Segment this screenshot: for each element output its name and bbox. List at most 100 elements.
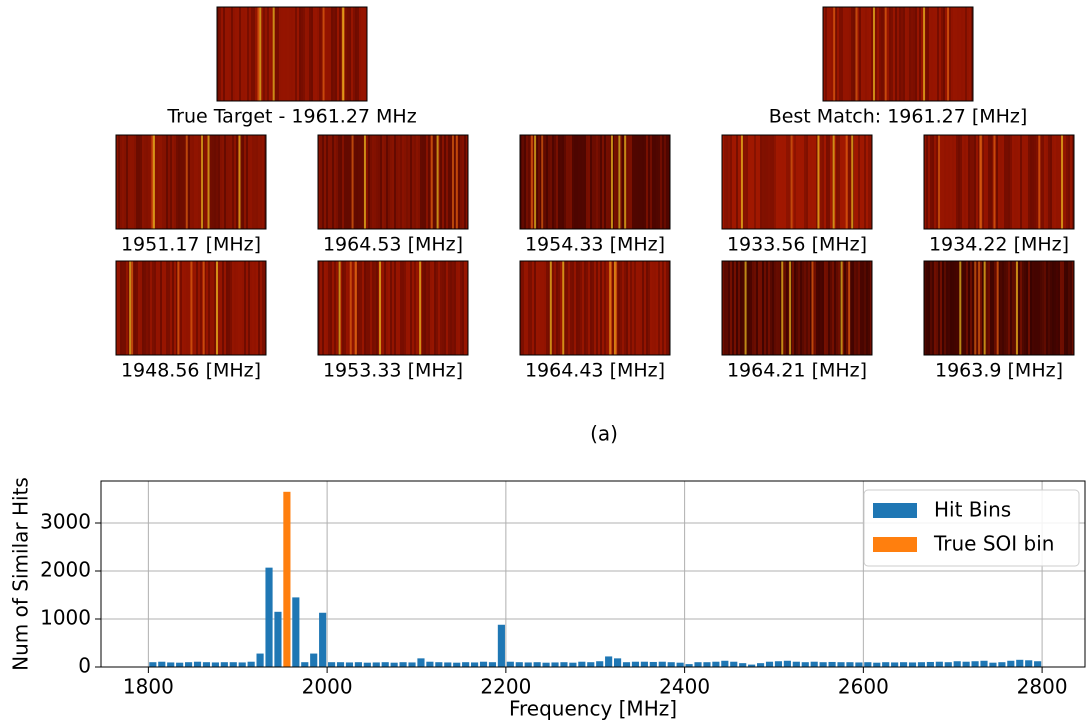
spectrogram-stripe xyxy=(754,261,756,355)
spectrogram-stripe xyxy=(532,261,534,355)
spectrogram-stripe xyxy=(192,135,194,229)
spectrogram-stripe xyxy=(524,261,526,355)
spectrogram-stripe xyxy=(408,261,410,355)
spectrogram-stripe xyxy=(602,261,604,355)
spectrogram-stripe xyxy=(410,261,412,355)
spectrogram-stripe xyxy=(1038,261,1040,355)
spectrogram-stripe xyxy=(666,135,668,229)
spectrogram-line xyxy=(974,261,977,355)
spectrogram-stripe xyxy=(576,135,578,229)
spectrogram-stripe xyxy=(826,261,828,355)
spectrogram-frame xyxy=(822,6,974,102)
spectrogram-stripe xyxy=(271,7,273,101)
spectrogram-stripe xyxy=(662,261,664,355)
spectrogram-stripe xyxy=(939,7,941,101)
spectrogram xyxy=(923,260,1075,356)
spectrogram-stripe xyxy=(360,261,362,355)
spectrogram-stripe xyxy=(382,261,384,355)
spectrogram-stripe xyxy=(250,135,252,229)
spectrogram-stripe xyxy=(138,135,140,229)
spectrogram-stripe xyxy=(560,261,562,355)
spectrogram-stripe xyxy=(164,261,166,355)
spectrogram-stripe xyxy=(380,135,382,229)
spectrogram-stripe xyxy=(998,261,1000,355)
spectrogram-stripe xyxy=(642,135,644,229)
spectrogram-stripe xyxy=(969,7,971,101)
bar xyxy=(855,662,863,667)
spectrogram-stripe xyxy=(604,135,606,229)
spectrogram-stripe xyxy=(624,261,626,355)
spectrogram-stripe xyxy=(606,261,608,355)
spectrogram-stripe xyxy=(764,261,766,355)
spectrogram-stripe xyxy=(522,261,524,355)
spectrogram-stripe xyxy=(293,7,295,101)
spectrogram-stripe xyxy=(194,135,196,229)
spectrogram-stripe xyxy=(554,135,556,229)
spectrogram-stripe xyxy=(950,135,952,229)
spectrogram-stripe xyxy=(756,135,758,229)
spectrogram-stripe xyxy=(118,135,120,229)
spectrogram-stripe xyxy=(281,7,283,101)
spectrogram-stripe xyxy=(1066,135,1068,229)
spectrogram-stripe xyxy=(746,135,748,229)
spectrogram-stripe xyxy=(852,261,854,355)
spectrogram-stripe xyxy=(324,261,326,355)
spectrogram-stripe xyxy=(802,135,804,229)
spectrogram xyxy=(923,134,1075,230)
bar xyxy=(238,662,246,667)
spectrogram-stripe xyxy=(1068,261,1070,355)
spectrogram-stripe xyxy=(285,7,287,101)
spectrogram-stripe xyxy=(824,135,826,229)
spectrogram-stripe xyxy=(854,135,856,229)
spectrogram-stripe xyxy=(458,135,460,229)
spectrogram-stripe xyxy=(968,135,970,229)
spectrogram-line xyxy=(1061,135,1064,229)
spectrogram-line xyxy=(190,261,193,355)
spectrogram-stripe xyxy=(122,135,124,229)
spectrogram-stripe xyxy=(879,7,881,101)
spectrogram-stripe xyxy=(355,7,357,101)
spectrogram-stripe xyxy=(598,261,600,355)
spectrogram-stripe xyxy=(944,261,946,355)
spectrogram-stripe xyxy=(834,135,836,229)
spectrogram-stripe xyxy=(622,135,624,229)
spectrogram-stripe xyxy=(594,135,596,229)
spectrogram-stripe xyxy=(374,135,376,229)
spectrogram-stripe xyxy=(853,7,855,101)
y-axis-label: Num of Similar Hits xyxy=(9,477,33,671)
spectrogram-line xyxy=(541,135,544,229)
spectrogram-stripe xyxy=(359,7,361,101)
spectrogram-bg xyxy=(722,261,872,355)
spectrogram-stripe xyxy=(344,135,346,229)
spectrogram-stripe xyxy=(466,261,468,355)
spectrogram-stripe xyxy=(646,261,648,355)
spectrogram-stripe xyxy=(1034,135,1036,229)
spectrogram-stripe xyxy=(726,135,728,229)
spectrogram-stripe xyxy=(253,7,255,101)
spectrogram-stripe xyxy=(750,261,752,355)
spectrogram-stripe xyxy=(750,135,752,229)
bar xyxy=(587,662,595,667)
spectrogram-stripe xyxy=(442,261,444,355)
spectrogram xyxy=(519,134,671,230)
spectrogram-stripe xyxy=(251,7,253,101)
bar xyxy=(649,661,657,667)
spectrogram-stripe xyxy=(784,261,786,355)
bar xyxy=(274,611,282,667)
spectrogram-stripe xyxy=(794,261,796,355)
spectrogram-stripe xyxy=(339,7,341,101)
spectrogram-stripe xyxy=(228,135,230,229)
spectrogram-stripe xyxy=(214,261,216,355)
spectrogram-stripe xyxy=(970,135,972,229)
spectrogram xyxy=(115,260,267,356)
spectrogram-stripe xyxy=(970,261,972,355)
spectrogram-stripe xyxy=(772,135,774,229)
y-tick-label: 3000 xyxy=(40,510,91,534)
bar xyxy=(721,660,729,667)
spectrogram-stripe xyxy=(208,261,210,355)
spectrogram-stripe xyxy=(1040,261,1042,355)
spectrogram-line xyxy=(185,135,188,229)
match-label: 1964.53 [MHz] xyxy=(323,234,463,256)
spectrogram-line xyxy=(349,261,352,355)
spectrogram-stripe xyxy=(946,261,948,355)
